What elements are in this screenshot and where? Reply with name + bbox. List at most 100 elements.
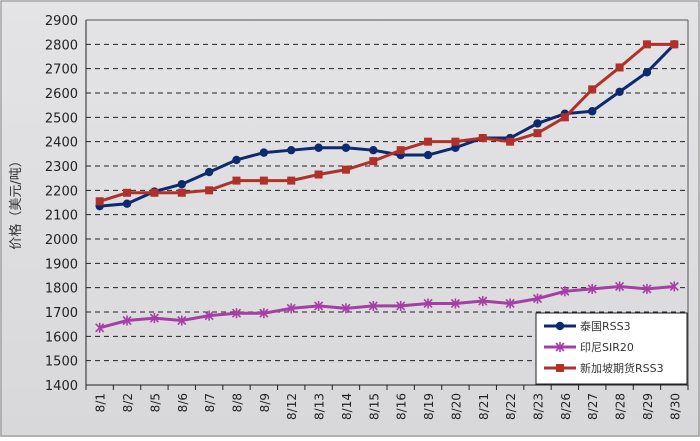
marker-star (615, 281, 625, 292)
marker-circle (314, 143, 323, 152)
x-tick-label: 8/26 (559, 393, 573, 420)
x-tick-label: 8/2 (121, 393, 135, 412)
marker-square (451, 137, 460, 146)
marker-circle (287, 145, 296, 155)
marker-circle (122, 199, 132, 208)
marker-circle (369, 145, 378, 155)
marker-star (122, 315, 132, 326)
legend: 泰国RSS3 印尼SIR20 新加坡期货RSS3 (535, 312, 688, 385)
x-tick-label: 8/14 (340, 393, 354, 420)
series-2 (95, 40, 679, 206)
series-line (99, 42, 675, 203)
marker-square (478, 134, 487, 143)
y-tick-label: 1800 (45, 282, 78, 297)
marker-circle (423, 150, 433, 160)
marker-circle (204, 167, 214, 177)
series-0 (95, 40, 679, 211)
marker-star (450, 298, 460, 309)
x-tick-label: 8/1 (94, 393, 108, 412)
y-tick-label: 2100 (45, 209, 78, 224)
marker-star (505, 298, 515, 309)
marker-square (314, 170, 323, 179)
x-tick-label: 8/6 (176, 393, 190, 412)
x-tick-label: 8/16 (395, 393, 409, 420)
x-tick-label: 8/12 (285, 393, 299, 420)
x-tick-label: 8/23 (532, 393, 546, 420)
y-tick-label: 2600 (45, 87, 78, 102)
marker-star (478, 296, 488, 307)
x-tick-label: 8/21 (477, 393, 491, 420)
marker-circle (615, 87, 624, 96)
series-line (99, 43, 676, 208)
marker-star (587, 283, 597, 294)
marker-star (368, 300, 378, 311)
x-tick-label: 8/30 (668, 393, 682, 420)
marker-star (314, 300, 324, 311)
marker-circle (177, 180, 186, 189)
marker-square (588, 85, 597, 94)
y-tick-label: 1600 (45, 330, 78, 345)
marker-square (205, 186, 214, 195)
marker-square (287, 176, 296, 185)
marker-star (341, 303, 351, 314)
marker-square (369, 157, 378, 166)
y-tick-label: 2900 (45, 14, 78, 29)
marker-square (150, 188, 159, 197)
y-tick-label: 1700 (45, 306, 78, 321)
marker-circle (642, 68, 652, 77)
marker-circle (341, 143, 351, 152)
marker-star (555, 342, 565, 352)
marker-star (423, 298, 433, 309)
marker-square (259, 176, 268, 185)
marker-star (177, 315, 187, 326)
marker-circle (555, 321, 565, 331)
x-tick-label: 8/5 (148, 393, 162, 412)
marker-square (396, 146, 405, 155)
marker-star (532, 293, 543, 304)
marker-star (642, 283, 652, 294)
marker-star (231, 308, 242, 319)
legend-label: 泰国RSS3 (580, 319, 631, 333)
series-1 (95, 281, 679, 333)
marker-star (95, 322, 105, 333)
marker-star (204, 310, 214, 321)
y-tick-label: 1400 (45, 379, 78, 394)
marker-star (669, 281, 679, 292)
legend-label: 印尼SIR20 (580, 341, 634, 354)
marker-star (149, 313, 159, 324)
y-tick-label: 1900 (45, 257, 78, 272)
marker-square (506, 137, 515, 146)
x-tick-label: 8/20 (449, 393, 463, 420)
y-tick-label: 2200 (45, 184, 78, 199)
x-tick-label: 8/29 (641, 393, 655, 420)
legend-label: 新加坡期货RSS3 (580, 361, 664, 375)
marker-square (642, 40, 651, 49)
y-tick-label: 2300 (45, 160, 78, 175)
x-tick-label: 8/7 (203, 393, 217, 412)
series-line (99, 284, 675, 330)
y-tick-label: 2000 (45, 233, 78, 248)
y-tick-label: 2800 (45, 38, 78, 53)
marker-square (123, 188, 132, 197)
x-tick-label: 8/28 (614, 393, 628, 420)
x-tick-label: 8/8 (231, 393, 245, 412)
marker-square (560, 113, 569, 122)
y-tick-label: 2500 (45, 111, 78, 126)
y-tick-label: 2400 (45, 136, 78, 151)
marker-circle (232, 155, 241, 165)
marker-circle (588, 107, 597, 116)
x-tick-label: 8/15 (367, 393, 381, 420)
marker-star (560, 286, 570, 297)
marker-square (615, 63, 624, 72)
y-axis-label: 价格（美元/吨） (8, 154, 24, 249)
marker-square (424, 137, 433, 146)
marker-square (670, 40, 679, 49)
marker-star (259, 308, 269, 319)
marker-circle (533, 119, 542, 128)
x-tick-label: 8/27 (586, 393, 600, 420)
y-tick-label: 2700 (45, 63, 78, 78)
marker-square (177, 188, 186, 197)
y-tick-label: 1500 (45, 355, 78, 370)
